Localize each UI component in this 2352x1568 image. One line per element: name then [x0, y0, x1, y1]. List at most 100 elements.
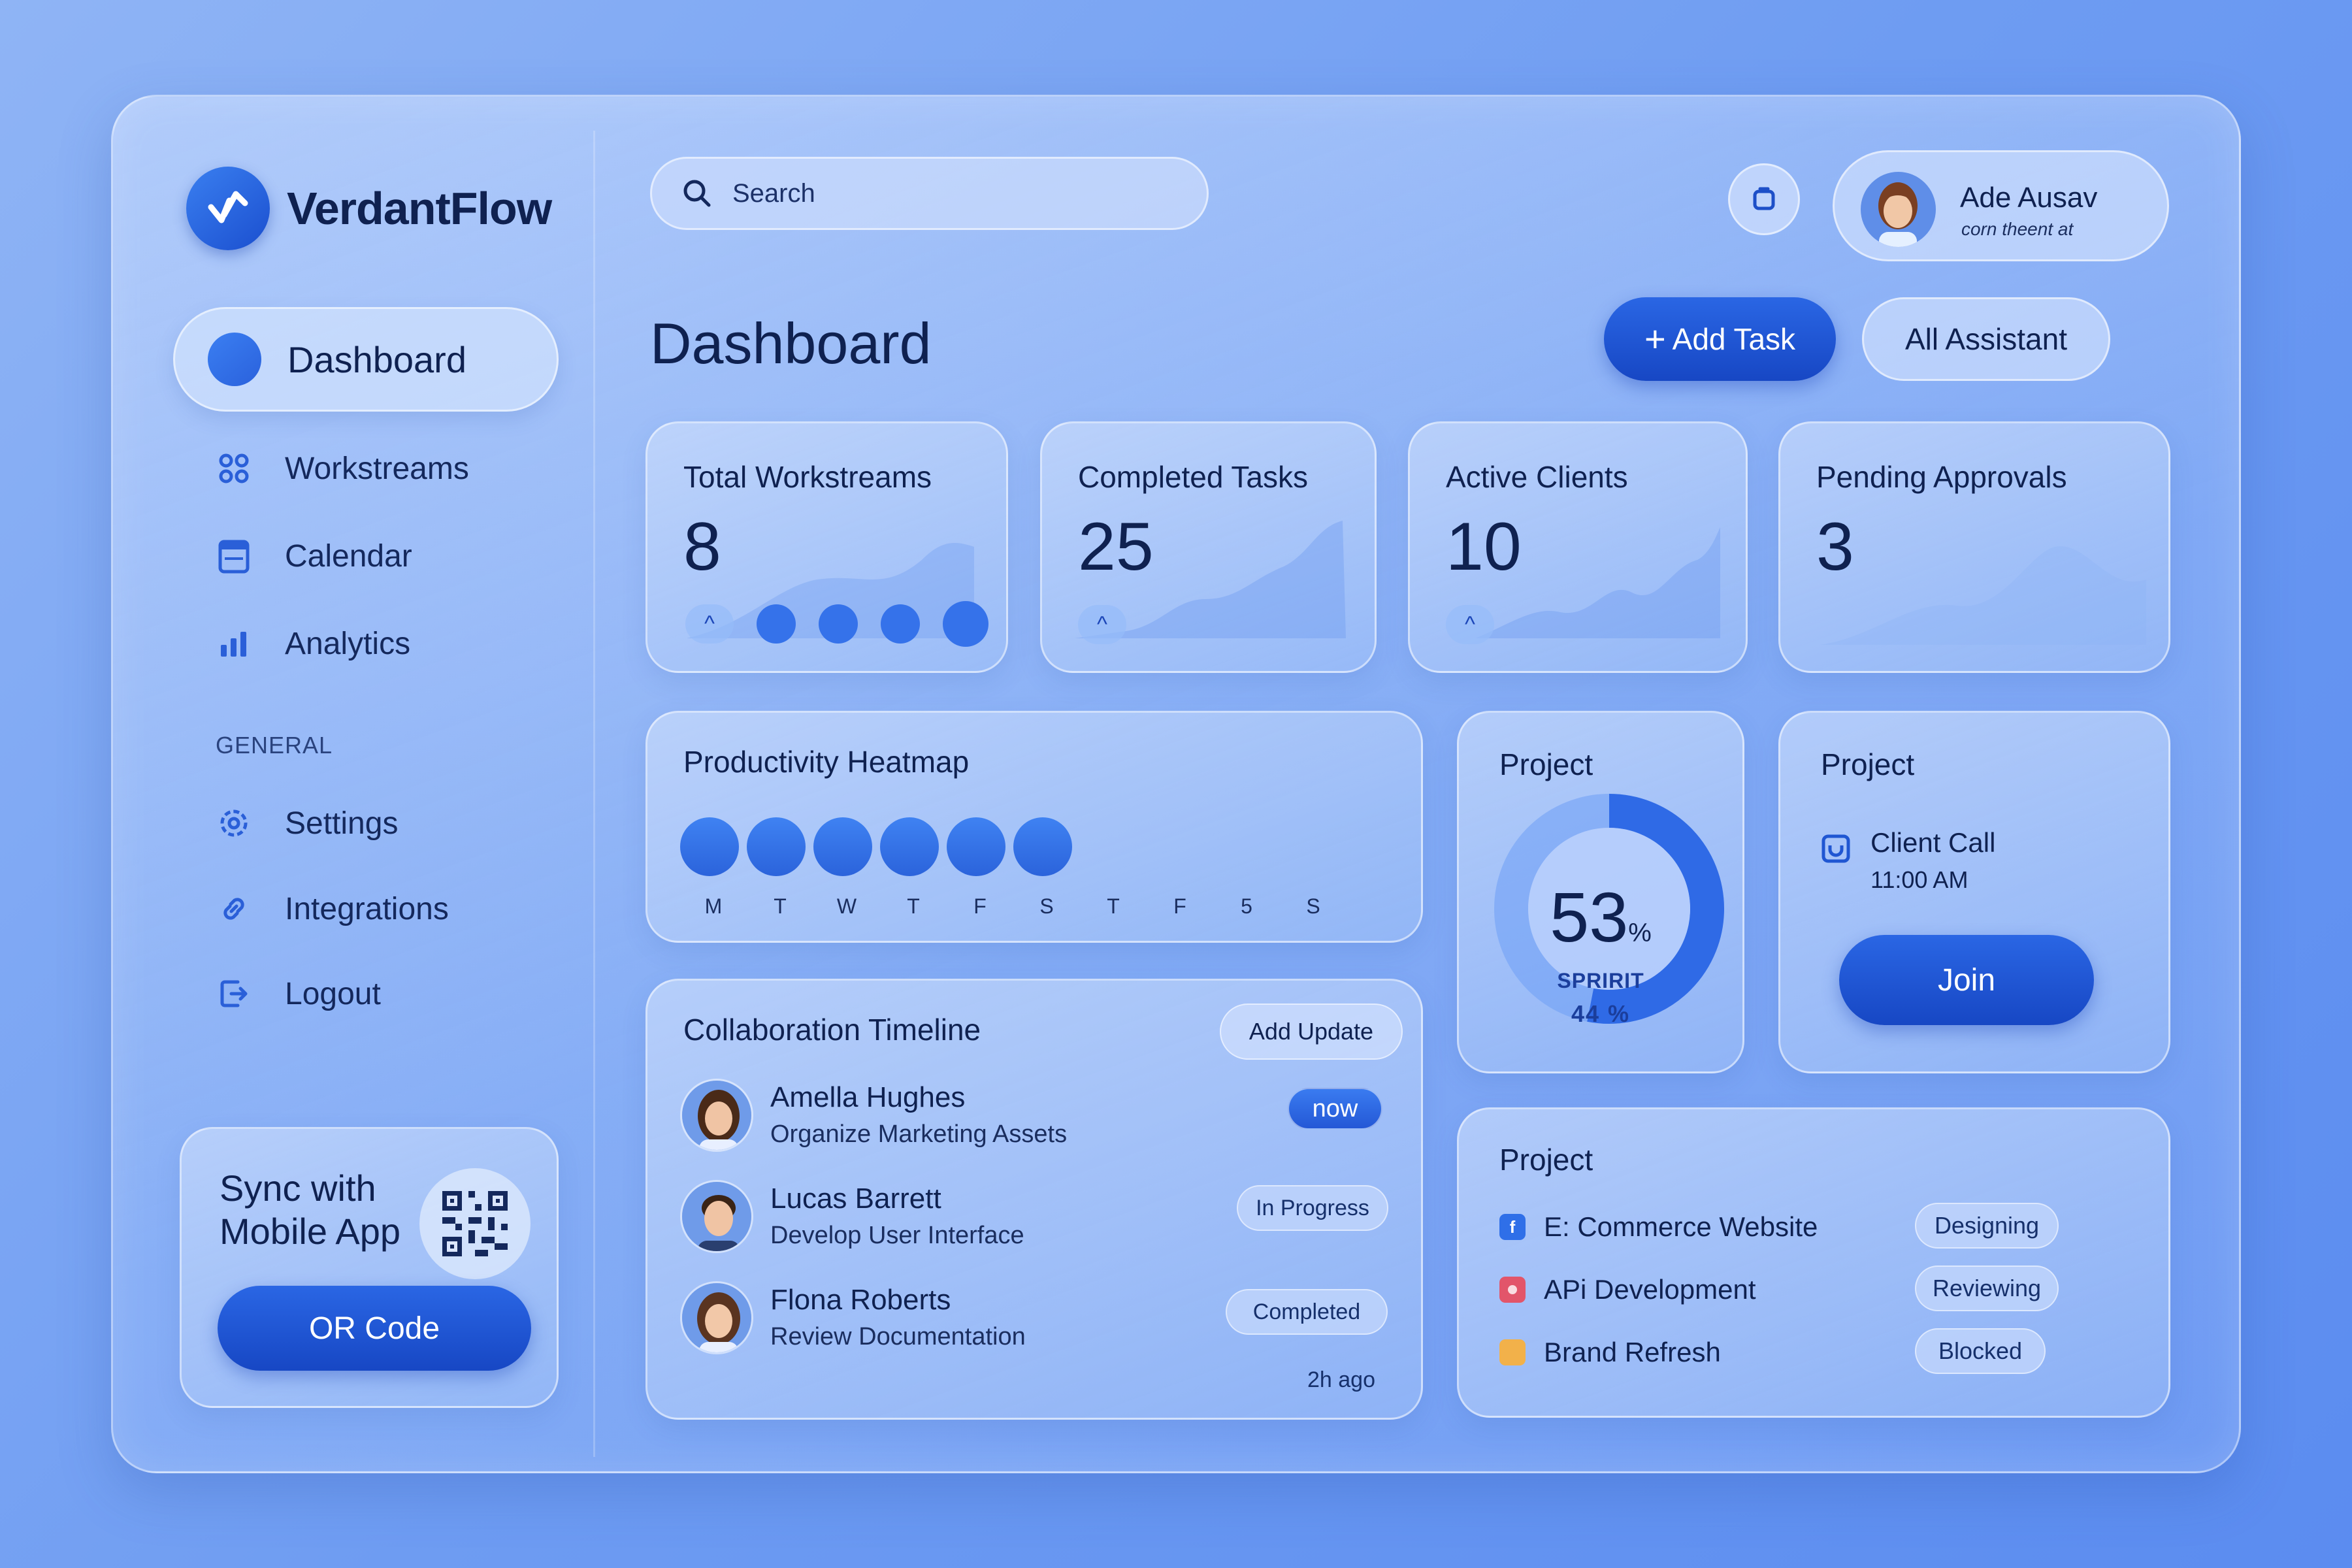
stat-value: 25 — [1078, 509, 1154, 585]
day-label: 5 — [1241, 894, 1252, 918]
stat-card-active-clients[interactable]: Active Clients 10 ^ — [1408, 421, 1748, 673]
notification-button[interactable] — [1728, 163, 1800, 235]
status-badge: Completed — [1226, 1289, 1388, 1335]
day-label: S — [1039, 894, 1054, 918]
sparkline-chart — [1820, 546, 2146, 645]
day-label: F — [1173, 894, 1186, 918]
timeline-item[interactable]: Amella Hughes Organize Marketing Assets … — [680, 1079, 1399, 1164]
progress-sub-label: SPRIRIT — [1557, 969, 1644, 992]
heat-dot — [881, 604, 920, 644]
heat-dot[interactable] — [747, 817, 806, 876]
stat-label: Total Workstreams — [683, 460, 932, 494]
sync-mobile-card: Sync with Mobile App OR Code — [180, 1127, 559, 1408]
sidebar-item-dashboard[interactable]: Dashboard — [173, 307, 559, 412]
stat-card-completed-tasks[interactable]: Completed Tasks 25 ^ — [1040, 421, 1377, 673]
heat-dot[interactable] — [947, 817, 1005, 876]
day-label: F — [973, 894, 987, 918]
sidebar-item-label: Settings — [285, 806, 399, 841]
client-call-event[interactable]: Client Call 11:00 AM — [1821, 827, 1995, 894]
sidebar-item-calendar[interactable]: Calendar — [216, 527, 412, 585]
progress-percent: 53 — [1550, 877, 1629, 956]
add-update-button[interactable]: Add Update — [1220, 1004, 1403, 1060]
collaborator-task: Organize Marketing Assets — [770, 1120, 1068, 1148]
project-progress-card[interactable]: Project 53% SPRIRIT 44 % — [1457, 711, 1744, 1073]
user-subtitle: corn theent at — [1961, 219, 2074, 239]
page-title: Dashboard — [650, 311, 932, 376]
gear-icon — [216, 805, 252, 841]
project-name: APi Development — [1544, 1274, 1756, 1305]
heatmap-dots — [680, 817, 1072, 876]
brand-logo[interactable]: VerdantFlow — [186, 167, 552, 250]
event-name: Client Call — [1870, 827, 1996, 858]
heat-dot — [757, 604, 796, 644]
project-status-badge: Designing — [1915, 1203, 2059, 1249]
chevron-up-icon: ^ — [1446, 605, 1494, 644]
heat-dot[interactable] — [813, 817, 872, 876]
qr-code-icon — [419, 1168, 531, 1279]
sidebar-item-integrations[interactable]: Integrations — [216, 879, 449, 938]
user-profile[interactable]: Ade Ausav corn theent at — [1833, 150, 2169, 261]
day-label: W — [836, 894, 857, 918]
project-name: Brand Refresh — [1544, 1337, 1721, 1367]
sidebar-item-label: Calendar — [285, 538, 412, 574]
collaborator-name: Flona Roberts — [770, 1284, 951, 1316]
project-row[interactable]: f E: Commerce Website — [1499, 1207, 2087, 1247]
chevron-up-icon: ^ — [685, 604, 734, 644]
collaboration-timeline-card: Collaboration Timeline Add Update Amella… — [645, 979, 1423, 1420]
stat-value: 3 — [1816, 509, 1854, 585]
stat-card-pending-approvals[interactable]: Pending Approvals 3 — [1778, 421, 2170, 673]
stat-value: 10 — [1446, 509, 1522, 585]
heat-dot[interactable] — [1013, 817, 1072, 876]
sidebar-item-workstreams[interactable]: Workstreams — [216, 439, 469, 498]
calendar-icon — [216, 538, 252, 574]
user-name: Ade Ausav — [1960, 182, 2098, 214]
stat-card-total-workstreams[interactable]: Total Workstreams 8 ^ — [645, 421, 1008, 673]
day-label: S — [1306, 894, 1320, 918]
api-icon — [1499, 1277, 1526, 1303]
search-placeholder: Search — [732, 178, 815, 208]
facebook-icon: f — [1499, 1214, 1526, 1240]
project-call-card: Project Client Call 11:00 AM Join — [1778, 711, 2170, 1073]
project-name: E: Commerce Website — [1544, 1211, 1818, 1242]
progress-sub-value: 44 % — [1571, 1000, 1631, 1027]
event-time: 11:00 AM — [1870, 866, 1968, 893]
avatar — [680, 1079, 753, 1152]
sidebar-item-label: Analytics — [285, 626, 411, 661]
project-title: Project — [1499, 747, 1593, 781]
project-status-badge: Reviewing — [1915, 1266, 2059, 1311]
heat-dot[interactable] — [680, 817, 739, 876]
qr-code-button[interactable]: OR Code — [218, 1286, 531, 1371]
stat-label: Completed Tasks — [1078, 460, 1308, 494]
heatmap-day-labels: M T W T F S T F 5 S — [680, 894, 1347, 919]
heat-dot[interactable] — [880, 817, 939, 876]
all-assistant-button[interactable]: All Assistant — [1862, 297, 2110, 381]
progress-percent-value: 53% — [1459, 876, 1742, 958]
search-input[interactable]: Search — [650, 157, 1209, 230]
day-label: T — [1107, 894, 1120, 918]
stat-dots: ^ — [685, 601, 988, 647]
heatmap-title: Productivity Heatmap — [683, 745, 970, 779]
sidebar-item-settings[interactable]: Settings — [216, 794, 398, 853]
productivity-heatmap-card: Productivity Heatmap M T W T F S T F 5 S — [645, 711, 1423, 943]
workstreams-icon — [216, 450, 252, 487]
sidebar-item-analytics[interactable]: Analytics — [216, 614, 410, 673]
status-badge: In Progress — [1237, 1185, 1388, 1231]
add-task-label: Add Task — [1672, 322, 1796, 356]
add-task-button[interactable]: + Add Task — [1604, 297, 1836, 381]
project-row[interactable]: Brand Refresh — [1499, 1333, 2087, 1372]
sparkline-chart — [1475, 527, 1720, 638]
project-row[interactable]: APi Development — [1499, 1270, 2087, 1309]
stat-label: Active Clients — [1446, 460, 1628, 494]
timeline-item[interactable]: Lucas Barrett Develop User Interface In … — [680, 1180, 1399, 1265]
sidebar-item-label: Workstreams — [285, 451, 469, 486]
logout-icon — [216, 975, 252, 1012]
notification-icon — [1753, 187, 1775, 210]
dashboard-icon — [208, 333, 261, 386]
join-button[interactable]: Join — [1839, 935, 2094, 1025]
project-status-badge: Blocked — [1915, 1328, 2046, 1374]
sidebar-item-logout[interactable]: Logout — [216, 964, 381, 1023]
heat-dot — [819, 604, 858, 644]
timeline-item[interactable]: Flona Roberts Review Documentation Compl… — [680, 1281, 1399, 1366]
brand-icon — [1499, 1339, 1526, 1365]
time-ago: 2h ago — [1307, 1367, 1375, 1392]
